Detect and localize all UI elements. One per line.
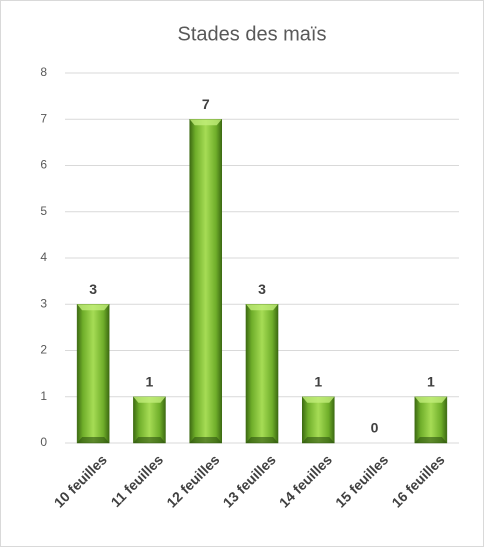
y-tick-label: 0 [40,435,47,449]
bar-bevel [245,437,279,443]
bar [76,304,110,444]
data-label: 3 [258,281,266,297]
bar-bevel [77,304,110,311]
bar-bevel [414,437,447,443]
data-label: 1 [427,373,435,389]
bar-bevel [189,437,222,443]
data-label: 7 [202,96,210,112]
y-tick-label: 1 [40,389,47,403]
data-label: 1 [314,373,322,389]
y-tick-label: 7 [40,111,47,125]
y-tick-label: 4 [40,250,47,264]
bar-bevel [133,437,166,443]
bar-bevel [189,119,222,126]
bar-bevel [77,437,110,443]
data-label: 0 [371,420,379,436]
bar [301,396,335,444]
bar [189,119,223,444]
y-tick-label: 6 [40,158,47,172]
bar-bevel [133,396,166,403]
data-label: 3 [89,281,97,297]
y-tick-label: 8 [40,65,47,79]
chart-title: Stades des maïs [178,23,327,45]
y-tick-label: 5 [40,204,47,218]
bar-bevel [245,304,279,311]
y-tick-label: 3 [40,296,47,310]
bar-bevel [414,396,447,403]
bar-bevel [302,396,335,403]
bar [245,304,279,444]
data-label: 1 [146,373,154,389]
y-tick-label: 2 [40,343,47,357]
bar [133,396,166,444]
bar [414,396,448,444]
bar-bevel [302,437,335,443]
